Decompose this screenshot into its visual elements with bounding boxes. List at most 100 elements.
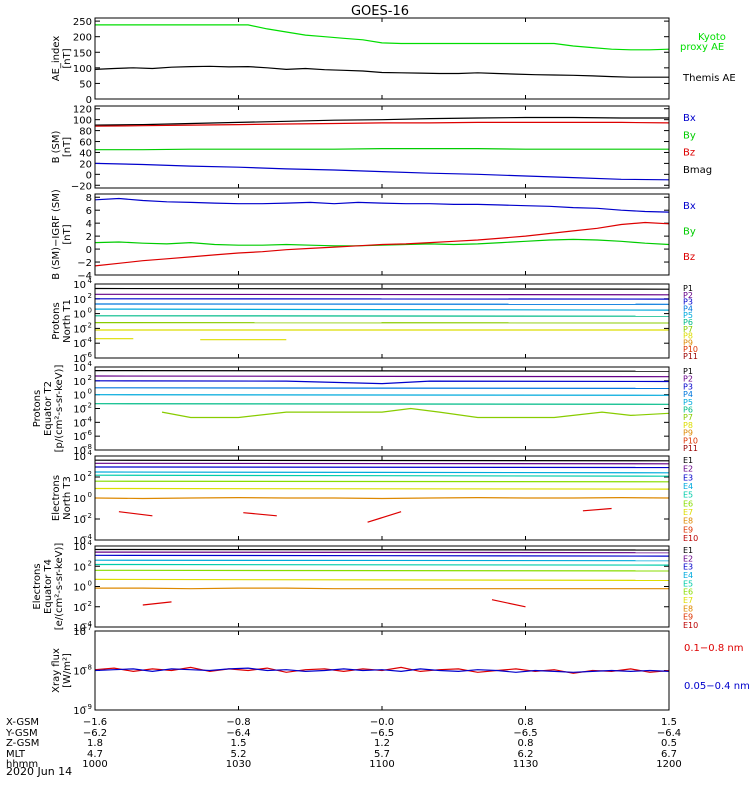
x-row-value: 5.2 xyxy=(231,749,247,760)
legend-entry: P3 xyxy=(683,298,693,307)
y-tick-label: 10 xyxy=(73,405,86,416)
series-line-E3 xyxy=(94,466,670,469)
x-row-value: 1000 xyxy=(82,759,107,770)
y-tick-label: −4 xyxy=(77,271,92,282)
legend-entry: 0.1−0.8 nm xyxy=(684,643,743,654)
y-tick-exponent: −4 xyxy=(82,620,93,628)
y-tick-label: 10 xyxy=(73,339,86,350)
series-line-P1 xyxy=(94,370,670,372)
y-tick-label: 0 xyxy=(86,245,92,256)
series-line-E4 xyxy=(94,471,670,474)
x-row-value: 1130 xyxy=(513,759,538,770)
legend-entry: P7 xyxy=(683,413,693,422)
x-row-label: Y-GSM xyxy=(5,728,38,739)
y-tick-exponent: 2 xyxy=(88,374,92,382)
legend-entry: E5 xyxy=(683,579,693,588)
legend-entry: P1 xyxy=(683,284,693,293)
series-line-Bmag xyxy=(94,116,669,126)
y-tick-exponent: −8 xyxy=(82,664,92,672)
legend-entry: E8 xyxy=(683,517,693,526)
x-row-value: 1030 xyxy=(226,759,251,770)
y-tick-label: 40 xyxy=(79,148,92,159)
panel-frame xyxy=(94,283,670,359)
y-tick-label: 10 xyxy=(73,377,86,388)
series-line-E6 xyxy=(94,569,670,572)
x-row-value: 0.5 xyxy=(661,738,677,749)
y-tick-label: 0 xyxy=(86,170,92,181)
series-line-Bx xyxy=(94,197,670,213)
legend-entry: P11 xyxy=(683,444,698,453)
y-tick-exponent: −4 xyxy=(82,415,93,423)
series-line-E10a xyxy=(142,601,172,606)
legend-entry: P2 xyxy=(683,291,693,300)
x-row-label: Z-GSM xyxy=(6,738,39,749)
series-line-P3 xyxy=(94,380,670,385)
legend-entry: P5 xyxy=(683,311,693,320)
y-axis-label: Equator T4 xyxy=(43,559,54,614)
y-tick-label: 100 xyxy=(73,64,92,75)
y-tick-label: 200 xyxy=(73,33,92,44)
y-tick-label: 10 xyxy=(73,515,86,526)
y-tick-exponent: 4 xyxy=(88,539,93,547)
y-tick-label: 10 xyxy=(73,446,86,457)
x-row-value: −6.5 xyxy=(370,728,394,739)
legend-entry: Themis AE xyxy=(682,73,736,84)
panel-frame xyxy=(94,105,670,189)
legend-entry: Bz xyxy=(683,252,695,263)
y-tick-label: 10 xyxy=(73,295,86,306)
y-tick-label: 10 xyxy=(73,473,86,484)
y-tick-label: −20 xyxy=(71,181,92,192)
y-tick-label: 80 xyxy=(79,127,92,138)
legend-entry: E10 xyxy=(683,621,698,630)
y-tick-label: 10 xyxy=(73,280,86,291)
x-row-value: 0.8 xyxy=(518,738,534,749)
series-line-E2 xyxy=(94,462,670,465)
legend-entry: E6 xyxy=(683,588,693,597)
y-tick-exponent: 0 xyxy=(88,388,92,396)
series-line-E8 xyxy=(94,496,670,500)
series-line-Bz xyxy=(94,221,670,267)
y-tick-label: 10 xyxy=(73,363,86,374)
x-row-label: hhmm xyxy=(6,759,38,770)
legend-entry: By xyxy=(683,130,696,141)
y-axis-label: [nT] xyxy=(62,224,73,244)
legend-entry: E1 xyxy=(683,546,693,555)
panel-3: −4 −2 0 2 4 6 8 B (SM)−IGRF (SM) [nT] Bx By Bz xyxy=(51,189,696,282)
legend-entry: P11 xyxy=(683,352,698,361)
legend-entry: E7 xyxy=(683,596,693,605)
y-tick-label: 2 xyxy=(86,232,92,243)
series-line-E3 xyxy=(94,554,670,557)
y-axis-label: Protons xyxy=(32,390,43,427)
y-tick-label: 6 xyxy=(86,206,92,217)
y-axis-label: Xray flux xyxy=(51,648,62,693)
series-line-E8 xyxy=(95,587,669,590)
legend-entry: By xyxy=(683,227,696,238)
y-axis-label: [nT] xyxy=(62,137,73,157)
y-tick-label: 250 xyxy=(73,17,92,28)
legend-entry: E4 xyxy=(683,482,693,491)
series-line-E10b xyxy=(491,599,526,608)
panel-frame xyxy=(94,630,670,711)
x-row-value: 0.8 xyxy=(518,717,534,728)
y-tick-label: 20 xyxy=(79,159,92,170)
x-row-label: X-GSM xyxy=(6,717,39,728)
x-row-value: −0.8 xyxy=(226,717,250,728)
series-line-P2 xyxy=(94,293,670,296)
y-tick-label: 10 xyxy=(73,310,86,321)
y-tick-exponent: 0 xyxy=(88,580,92,588)
x-row-value: −6.2 xyxy=(83,728,107,739)
y-tick-label: 10 xyxy=(73,583,86,594)
x-row-value: 6.2 xyxy=(518,749,534,760)
panel-frame xyxy=(94,366,670,451)
y-tick-label: 10 xyxy=(73,562,86,573)
series-line-E6 xyxy=(94,480,670,483)
y-axis-label: North T3 xyxy=(62,476,73,520)
y-tick-label: 10 xyxy=(73,667,86,678)
series-line-0.05−0.4 nm xyxy=(94,667,670,673)
y-axis-label: AE_index xyxy=(51,36,62,82)
